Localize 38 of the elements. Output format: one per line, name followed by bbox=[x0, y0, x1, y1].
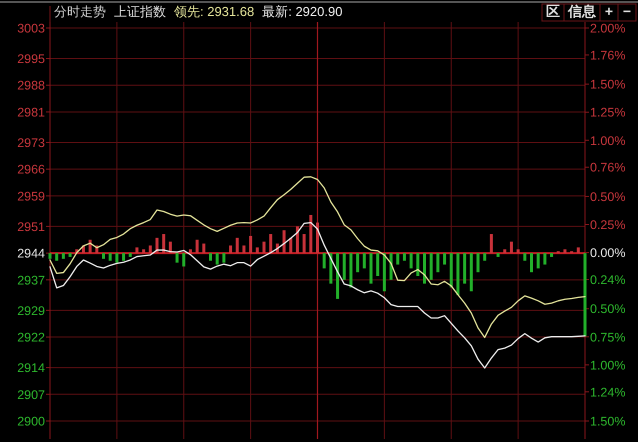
y2-tick-label: 0.50% bbox=[590, 302, 626, 316]
chart-title: 分时走势 bbox=[54, 4, 106, 19]
y2-tick-label: 0.25% bbox=[590, 218, 626, 232]
chart-subtitle: 上证指数 bbox=[114, 4, 166, 19]
text: 最新: 2920.90 bbox=[262, 4, 342, 19]
y2-tick-label: 0.00% bbox=[590, 246, 626, 260]
y2-tick-label: 0.75% bbox=[590, 330, 626, 344]
y2-tick-label: 2.00% bbox=[590, 22, 626, 36]
text: 区 bbox=[546, 3, 560, 19]
y2-tick-label: 1.50% bbox=[590, 414, 626, 428]
y-tick-label: 2951 bbox=[17, 220, 46, 234]
y-tick-label: 2981 bbox=[17, 105, 46, 120]
y-tick-label: 2995 bbox=[17, 52, 46, 66]
text: + bbox=[604, 3, 614, 19]
y-tick-label: 2937 bbox=[17, 273, 46, 288]
y-tick-label: 2900 bbox=[17, 414, 46, 428]
y-tick-label: 2959 bbox=[17, 189, 46, 204]
y2-tick-label: 0.24% bbox=[590, 273, 626, 288]
y2-tick-label: 1.00% bbox=[590, 134, 626, 148]
y-tick-label: 2988 bbox=[17, 78, 46, 93]
y-tick-label: 2944 bbox=[17, 246, 46, 261]
y-tick-label: 2973 bbox=[17, 136, 46, 150]
text: 信息 bbox=[567, 3, 597, 19]
y2-tick-label: 1.00% bbox=[590, 358, 626, 372]
y2-tick-label: 1.25% bbox=[590, 106, 626, 120]
y2-tick-label: 1.76% bbox=[590, 48, 626, 62]
y2-tick-label: 1.24% bbox=[590, 385, 626, 400]
y-tick-label: 3003 bbox=[17, 22, 46, 36]
y-tick-label: 2929 bbox=[17, 304, 46, 318]
y-tick-label: 2907 bbox=[17, 388, 46, 402]
y2-tick-label: 1.50% bbox=[590, 78, 626, 92]
text: − bbox=[622, 3, 632, 19]
y-tick-label: 2966 bbox=[17, 162, 46, 177]
y-tick-label: 2914 bbox=[17, 361, 46, 376]
y2-tick-label: 0.76% bbox=[590, 160, 626, 175]
y2-tick-label: 0.50% bbox=[590, 190, 626, 204]
y-tick-label: 2922 bbox=[17, 330, 46, 345]
text: 领先: 2931.68 bbox=[174, 4, 254, 19]
